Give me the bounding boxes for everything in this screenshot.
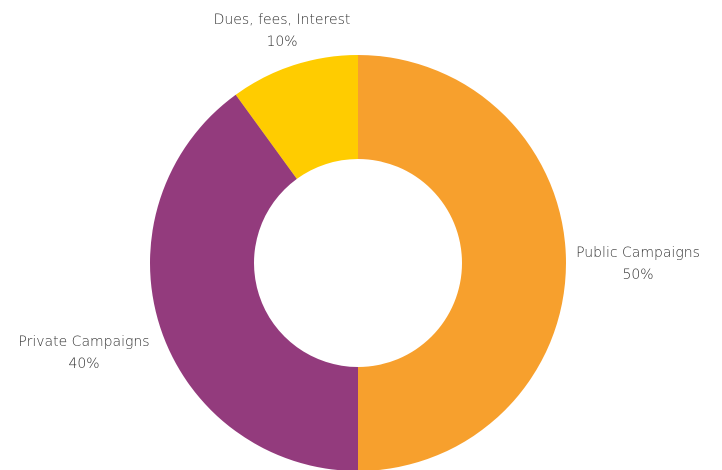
slice-label-percent-dues: 10%	[266, 34, 297, 50]
slice-label-percent-public: 50%	[622, 267, 653, 283]
slice-label-percent-private: 40%	[68, 356, 99, 372]
donut-slice-public-campaigns	[358, 55, 566, 470]
slice-labels: Public Campaigns 50% Private Campaigns 4…	[18, 12, 700, 372]
slice-label-name-dues: Dues, fees, Interest	[214, 12, 351, 28]
slice-label-name-public: Public Campaigns	[576, 245, 700, 261]
donut-slice-private-campaigns	[150, 94, 358, 470]
donut-slices	[150, 55, 566, 470]
slice-label-name-private: Private Campaigns	[18, 334, 149, 350]
donut-slice-dues-fees-interest	[235, 55, 358, 179]
